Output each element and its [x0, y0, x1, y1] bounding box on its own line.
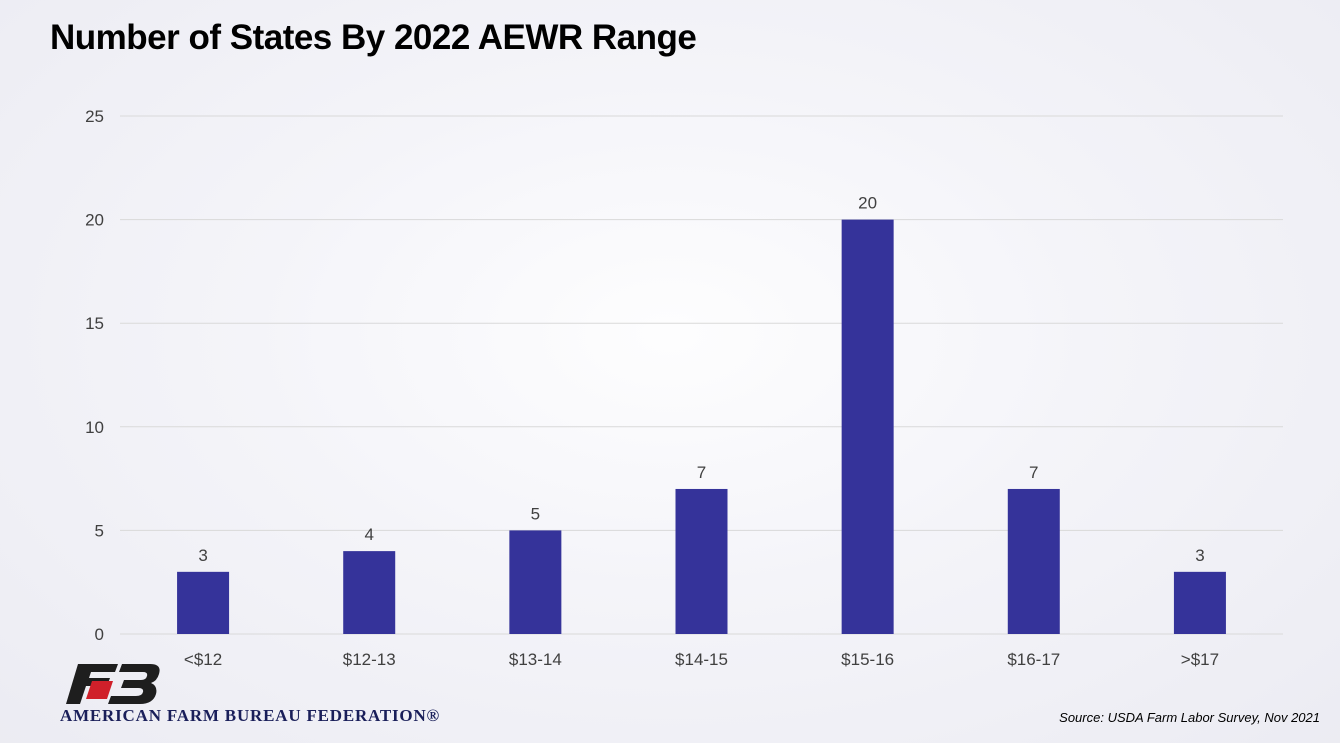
- bar: [343, 551, 396, 634]
- x-tick-label: $12-13: [343, 650, 396, 669]
- y-axis-ticks: 0 5 10 15 20 25: [85, 107, 104, 644]
- organization-name: AMERICAN FARM BUREAU FEDERATION®: [60, 706, 441, 725]
- y-tick-label: 5: [95, 521, 104, 540]
- x-tick-label: $15-16: [841, 650, 894, 669]
- gridlines: [120, 115, 1283, 635]
- data-label: 7: [1029, 463, 1038, 482]
- y-tick-label: 10: [85, 418, 104, 437]
- x-tick-label: $16-17: [1007, 650, 1060, 669]
- x-tick-label: $14-15: [675, 650, 728, 669]
- y-tick-label: 25: [85, 107, 104, 126]
- y-tick-label: 0: [95, 625, 104, 644]
- data-label: 3: [198, 546, 207, 565]
- chart-title: Number of States By 2022 AEWR Range: [50, 18, 697, 57]
- bar: [509, 530, 562, 634]
- farm-bureau-fb-logo-icon: [66, 664, 160, 704]
- data-label: 5: [531, 504, 540, 523]
- bar: [841, 219, 894, 634]
- farm-bureau-logo: AMERICAN FARM BUREAU FEDERATION®: [60, 664, 500, 725]
- data-labels: 3 4 5 7 20 7 3: [198, 194, 1204, 565]
- data-label: 20: [858, 194, 877, 213]
- data-label: 7: [697, 463, 706, 482]
- bar: [1173, 571, 1226, 634]
- y-tick-label: 20: [85, 211, 104, 230]
- data-label: 4: [364, 525, 373, 544]
- x-tick-label: $13-14: [509, 650, 562, 669]
- x-axis-ticks: <$12 $12-13 $13-14 $14-15 $15-16 $16-17 >$17: [184, 650, 1219, 669]
- y-tick-label: 15: [85, 314, 104, 333]
- bar: [177, 571, 230, 634]
- x-tick-label: >$17: [1181, 650, 1219, 669]
- x-tick-label: <$12: [184, 650, 222, 669]
- bar: [1007, 488, 1060, 634]
- bar: [675, 488, 728, 634]
- data-label: 3: [1195, 546, 1204, 565]
- source-note: Source: USDA Farm Labor Survey, Nov 2021: [1059, 710, 1320, 725]
- bars: [177, 219, 1226, 634]
